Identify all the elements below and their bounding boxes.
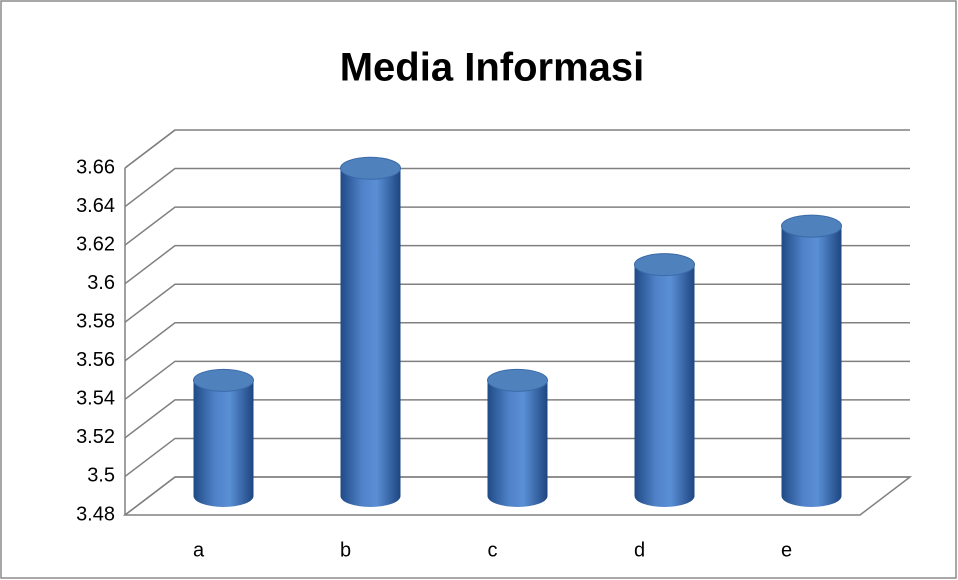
y-tick-label: 3.58 <box>76 311 115 333</box>
bar <box>487 380 548 508</box>
bar-top <box>487 368 548 392</box>
x-tick-label: b <box>340 539 351 561</box>
grid-line <box>124 167 910 208</box>
y-tick-label: 3.56 <box>76 349 115 371</box>
bar-top <box>634 253 695 277</box>
chart-title: Media Informasi <box>340 46 645 90</box>
grid-line <box>124 129 910 169</box>
y-tick-label: 3.54 <box>76 388 115 410</box>
y-tick-label: 3.52 <box>76 426 115 448</box>
bar-top <box>340 156 401 180</box>
y-tick-label: 3.62 <box>76 233 115 255</box>
x-tick-label: d <box>634 539 645 561</box>
y-tick-label: 3.6 <box>87 272 115 294</box>
y-tick-label: 3.48 <box>76 503 115 525</box>
y-tick-label: 3.64 <box>76 195 115 217</box>
x-tick-label: c <box>488 539 498 561</box>
x-tick-label: a <box>193 539 205 561</box>
bar <box>781 226 842 508</box>
grid-line <box>124 206 910 246</box>
bar <box>340 168 401 508</box>
bar <box>193 380 254 508</box>
x-tick-label: e <box>781 539 792 561</box>
grid-line <box>124 244 910 285</box>
y-tick-label: 3.66 <box>76 156 115 178</box>
bar <box>634 264 695 508</box>
bar-top <box>193 368 254 392</box>
plot-area: 3.48 3.5 3.52 3.54 3.56 3.58 3.6 3.62 3.64 3.66 a b… <box>76 129 913 561</box>
bar-top <box>781 214 842 238</box>
y-tick-label: 3.5 <box>87 465 115 487</box>
